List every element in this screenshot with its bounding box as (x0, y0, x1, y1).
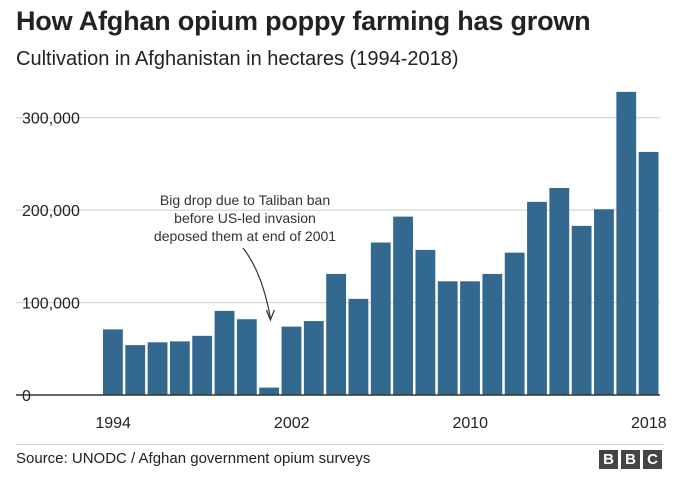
bar-1996 (147, 342, 168, 395)
chart-title: How Afghan opium poppy farming has grown (16, 6, 591, 36)
bbc-logo-letter: B (621, 450, 640, 469)
bar-2018 (638, 151, 659, 395)
annotation-text: deposed them at end of 2001 (154, 228, 336, 244)
bar-2005 (348, 298, 369, 395)
bbc-logo-letter: C (643, 450, 662, 469)
x-tick-label: 2018 (631, 415, 667, 432)
footer-divider (16, 444, 664, 445)
x-tick-label: 2010 (452, 415, 488, 432)
bar-2008 (415, 249, 436, 395)
chart-subtitle: Cultivation in Afghanistan in hectares (… (16, 48, 459, 70)
bar-1998 (192, 335, 213, 395)
bbc-logo: B B C (599, 450, 662, 469)
source-note: Source: UNODC / Afghan government opium … (16, 450, 371, 467)
bar-2004 (326, 273, 347, 395)
y-tick-label: 100,000 (22, 296, 80, 313)
x-tick-label: 1994 (95, 415, 131, 432)
bar-2015 (571, 225, 592, 395)
annotation-arrow (242, 247, 271, 319)
bar-1995 (125, 345, 146, 395)
bar-2016 (594, 209, 614, 395)
bar-2002 (281, 326, 302, 395)
y-tick-label: 200,000 (22, 203, 80, 220)
x-tick-label: 2002 (274, 415, 310, 432)
annotation-text: before US-led invasion (174, 210, 316, 226)
bar-2010 (460, 281, 480, 395)
bar-2011 (482, 273, 503, 395)
bar-2001 (259, 387, 280, 395)
bar-2003 (303, 321, 324, 395)
bar-2012 (504, 252, 525, 395)
bar-2000 (236, 319, 257, 395)
bar-1997 (169, 341, 190, 395)
bar-2017 (616, 91, 637, 396)
bar-1994 (103, 329, 123, 395)
annotation-text: Big drop due to Taliban ban (160, 192, 330, 208)
bar-2009 (437, 281, 458, 395)
bar-2014 (549, 187, 570, 395)
bar-1999 (214, 310, 235, 395)
bar-2007 (393, 216, 413, 395)
y-tick-label: 300,000 (22, 111, 80, 128)
annotation-arrowhead (265, 309, 275, 322)
bar-chart: 0 100,000 200,000 300,000 1994 2002 2010 2018 Bi… (16, 91, 667, 432)
bar-2006 (370, 242, 391, 395)
bbc-logo-letter: B (599, 450, 618, 469)
bar-2013 (527, 201, 547, 395)
y-tick-label: 0 (22, 388, 31, 405)
